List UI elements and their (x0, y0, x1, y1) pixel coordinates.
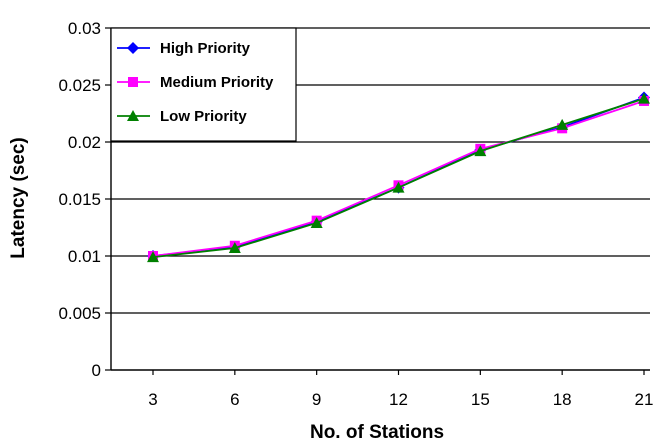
y-tick-label: 0.01 (68, 247, 101, 266)
data-point (474, 145, 487, 157)
x-tick-label: 12 (389, 390, 408, 409)
x-tick-label: 21 (635, 390, 654, 409)
y-tick-label: 0.015 (58, 190, 101, 209)
y-tick-label: 0.025 (58, 76, 101, 95)
data-point (147, 251, 159, 263)
series-layer (147, 91, 650, 263)
data-point (310, 216, 323, 228)
legend-box (110, 27, 297, 142)
x-tick-label: 18 (553, 390, 572, 409)
legend-swatch-marker (127, 110, 139, 121)
series-triangle-2 (147, 92, 650, 263)
x-axis-title: No. of Stations (310, 422, 444, 443)
y-tick-label: 0.03 (68, 19, 101, 38)
legend-swatch-marker (128, 77, 138, 87)
legend-label: Medium Priority (160, 74, 274, 91)
data-point (638, 92, 650, 104)
legend-label: Low Priority (160, 108, 247, 125)
y-tick-label: 0.02 (68, 133, 101, 152)
legend-swatch-marker (127, 42, 139, 54)
data-point (392, 181, 405, 193)
x-tick-label: 6 (230, 390, 239, 409)
legend: High Priority Medium Priority Low Priority (110, 27, 297, 142)
data-point (556, 118, 569, 130)
x-tick-label: 15 (471, 390, 490, 409)
legend-label: High Priority (160, 40, 251, 57)
y-axis-title: Latency (sec) (8, 137, 29, 258)
x-tick-label: 3 (148, 390, 157, 409)
data-point (228, 242, 241, 254)
y-tick-labels: 0 0.005 0.01 0.015 0.02 0.025 0.03 (58, 19, 101, 380)
y-tick-label: 0 (92, 361, 101, 380)
x-tick-labels: 3 6 9 12 15 18 21 (148, 390, 653, 409)
y-tick-label: 0.005 (58, 304, 101, 323)
x-tick-label: 9 (312, 390, 321, 409)
